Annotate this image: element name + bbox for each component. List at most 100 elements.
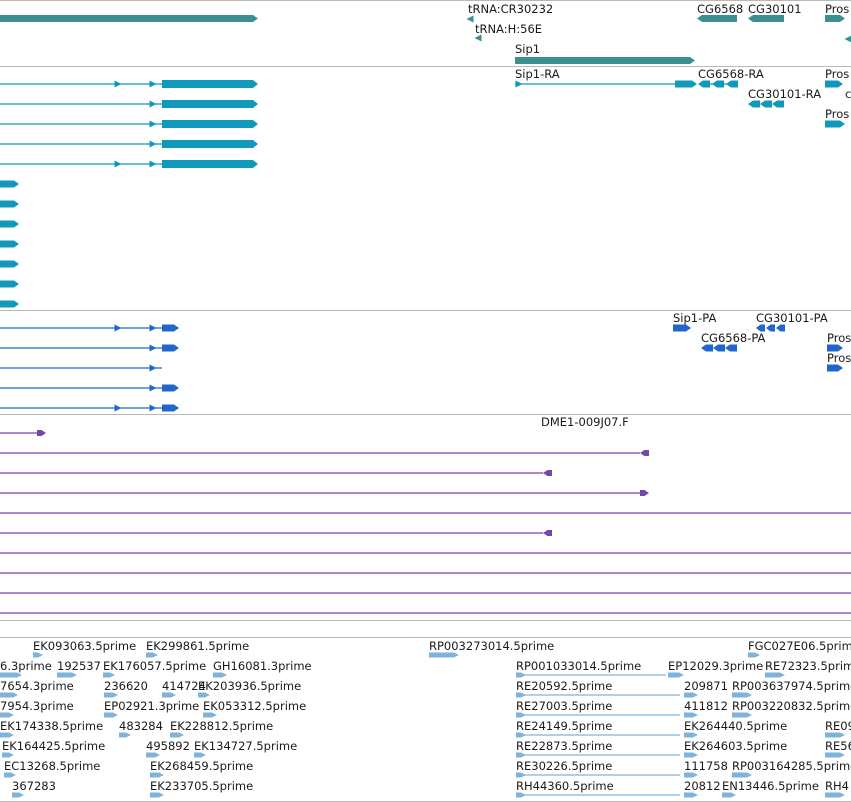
transcript-exon[interactable] (162, 100, 258, 108)
est-block[interactable] (0, 672, 22, 678)
transcript-label-pros[interactable]: Pros (825, 107, 849, 121)
est-block[interactable] (684, 752, 698, 758)
est-block[interactable] (825, 792, 845, 798)
protein-label-cg30101-pa[interactable]: CG30101-PA (756, 311, 828, 325)
transcript-exon[interactable] (0, 260, 19, 268)
transcript-exon[interactable] (675, 80, 697, 88)
est-label[interactable]: 192537 (57, 659, 101, 673)
transcript-label-pros[interactable]: Pros (825, 67, 849, 81)
est-block[interactable] (516, 752, 526, 758)
transcript-exon[interactable] (825, 120, 845, 128)
gene-bar-pros[interactable] (825, 15, 845, 22)
strand-arrow[interactable] (149, 160, 157, 168)
est-block[interactable] (429, 652, 459, 658)
est-block[interactable] (732, 692, 752, 698)
protein-label-cg6568-pa[interactable]: CG6568-PA (701, 331, 766, 345)
transcript-exon[interactable] (162, 80, 258, 88)
est-block[interactable] (57, 672, 77, 678)
est-label[interactable]: 414724 (162, 679, 206, 693)
est-label[interactable]: RE27003.5prime (516, 699, 612, 713)
est-label[interactable]: RP003637974.5prime (732, 679, 851, 693)
est-label[interactable]: RP003220832.5prime (732, 699, 851, 713)
est-block[interactable] (12, 792, 24, 798)
transcript-label-sip1-ra[interactable]: Sip1-RA (515, 67, 560, 81)
protein-label-pros[interactable]: Pros (827, 331, 851, 345)
strand-arrow[interactable] (149, 120, 157, 128)
est-label[interactable]: EN13446.5prime (722, 779, 819, 793)
gene-label-cg30101[interactable]: CG30101 (748, 2, 802, 16)
est-label[interactable]: RE56 (825, 739, 851, 753)
protein-exon[interactable] (725, 344, 737, 352)
transcript-exon[interactable] (726, 80, 738, 88)
est-label[interactable]: EP02921.3prime (104, 699, 199, 713)
transcript-exon[interactable] (0, 220, 19, 228)
est-block[interactable] (516, 692, 526, 698)
est-label[interactable]: RH4 (825, 779, 849, 793)
est-block[interactable] (668, 672, 684, 678)
est-label[interactable]: EK134727.5prime (194, 739, 297, 753)
clone-end[interactable] (543, 530, 552, 536)
est-block[interactable] (162, 692, 176, 698)
protein-exon[interactable] (766, 324, 775, 332)
est-block[interactable] (0, 692, 18, 698)
est-block[interactable] (748, 652, 760, 658)
strand-arrow[interactable] (149, 364, 157, 372)
est-label[interactable]: EC13268.5prime (4, 759, 100, 773)
protein-exon[interactable] (162, 384, 179, 392)
strand-arrow[interactable] (149, 80, 157, 88)
strand-arrow[interactable] (149, 324, 157, 332)
est-block[interactable] (684, 772, 698, 778)
est-block[interactable] (198, 692, 210, 698)
est-label[interactable]: RE24149.5prime (516, 719, 612, 733)
est-label[interactable]: 7654.3prime (0, 679, 74, 693)
est-label[interactable]: EK053312.5prime (203, 699, 306, 713)
est-block[interactable] (765, 672, 785, 678)
est-label[interactable]: EK233705.5prime (150, 779, 253, 793)
transcript-exon[interactable] (0, 300, 19, 308)
est-label[interactable]: RP003273014.5prime (429, 639, 554, 653)
est-block[interactable] (732, 712, 752, 718)
gene-label-trna-cr30232[interactable]: tRNA:CR30232 (468, 2, 553, 16)
strand-arrow[interactable] (149, 344, 157, 352)
est-label[interactable]: RH44360.5prime (516, 779, 614, 793)
est-block[interactable] (170, 732, 184, 738)
gene-label-pros[interactable]: Pros (825, 2, 849, 16)
est-block[interactable] (213, 672, 227, 678)
est-block[interactable] (684, 732, 698, 738)
est-label[interactable]: RE20592.5prime (516, 679, 612, 693)
strand-arrow[interactable] (515, 80, 523, 88)
transcript-exon[interactable] (0, 240, 19, 248)
trna-arrow[interactable] (466, 15, 474, 23)
est-block[interactable] (33, 652, 43, 658)
est-label[interactable]: GH16081.3prime (213, 659, 312, 673)
est-block[interactable] (146, 652, 158, 658)
clone-end[interactable] (640, 490, 649, 496)
est-block[interactable] (4, 772, 16, 778)
est-label[interactable]: EK174338.5prime (0, 719, 103, 733)
transcript-exon[interactable] (760, 100, 772, 108)
est-block[interactable] (825, 732, 845, 738)
est-label[interactable]: 411812 (684, 699, 728, 713)
est-label[interactable]: RE09 (825, 719, 851, 733)
est-block[interactable] (722, 792, 736, 798)
transcript-label-c[interactable]: c (845, 87, 851, 101)
protein-label-pros[interactable]: Pros (827, 351, 851, 365)
est-label[interactable]: EK093063.5prime (33, 639, 136, 653)
protein-exon[interactable] (701, 344, 713, 352)
est-block[interactable] (684, 692, 698, 698)
est-block[interactable] (516, 732, 526, 738)
est-label[interactable]: RP003164285.5prime (732, 759, 851, 773)
est-label[interactable]: RP001033014.5prime (516, 659, 641, 673)
strand-arrow[interactable] (114, 80, 122, 88)
transcript-label-cg30101-ra[interactable]: CG30101-RA (748, 87, 821, 101)
est-label[interactable]: 6.3prime (0, 659, 52, 673)
est-block[interactable] (516, 672, 526, 678)
protein-exon[interactable] (756, 324, 765, 332)
est-label[interactable]: RE22873.5prime (516, 739, 612, 753)
est-label[interactable]: RE72323.5prime (765, 659, 851, 673)
transcript-exon[interactable] (825, 80, 843, 88)
gene-label-sip1[interactable]: Sip1 (515, 42, 540, 56)
strand-arrow[interactable] (114, 404, 122, 412)
est-block[interactable] (684, 712, 698, 718)
